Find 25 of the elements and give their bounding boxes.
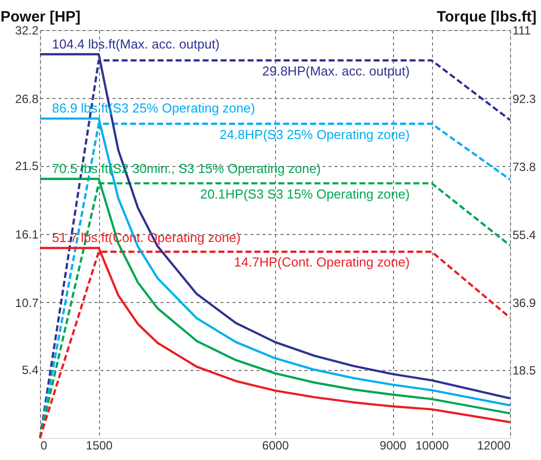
x-tick-label: 6000 <box>262 438 290 452</box>
y2-tick-label: 55.4 <box>512 228 536 242</box>
annotation: 104.4 lbs.ft(Max. acc. output) <box>52 36 220 52</box>
x-tick-label: 1500 <box>86 438 113 452</box>
y-tick-label: 16.1 <box>15 228 39 242</box>
annotation: 20.1HP(S3 S3 15% Operating zone) <box>200 186 410 202</box>
x-tick-label: 10000 <box>415 438 450 452</box>
annotation: 24.8HP(S3 25% Operating zone) <box>220 126 410 142</box>
x-tick-label: 9000 <box>380 438 407 452</box>
annotation: 14.7HP(Cont. Operating zone) <box>234 254 410 270</box>
y2-tick-label: 111 <box>512 24 532 38</box>
y2-tick-label: 36.9 <box>512 296 536 310</box>
y-axis-title: Power [HP] <box>0 8 81 26</box>
annotation: 29.8HP(Max. acc. output) <box>262 63 410 78</box>
y2-tick-label: 73.8 <box>512 160 536 174</box>
y-tick-label: 10.7 <box>15 296 39 310</box>
y-tick-label: 32.2 <box>15 24 39 38</box>
y-tick-label: 5.4 <box>22 363 39 378</box>
x-tick-label: 12000 <box>477 438 511 452</box>
y2-tick-label: 92.3 <box>512 92 536 106</box>
y-tick-label: 26.8 <box>15 92 39 106</box>
y2-axis-title: Torque [lbs.ft] <box>436 8 536 26</box>
x-tick-label: 0 <box>40 438 48 452</box>
y-tick-label: 21.5 <box>15 159 39 174</box>
y2-tick-label: 18.5 <box>512 364 536 378</box>
